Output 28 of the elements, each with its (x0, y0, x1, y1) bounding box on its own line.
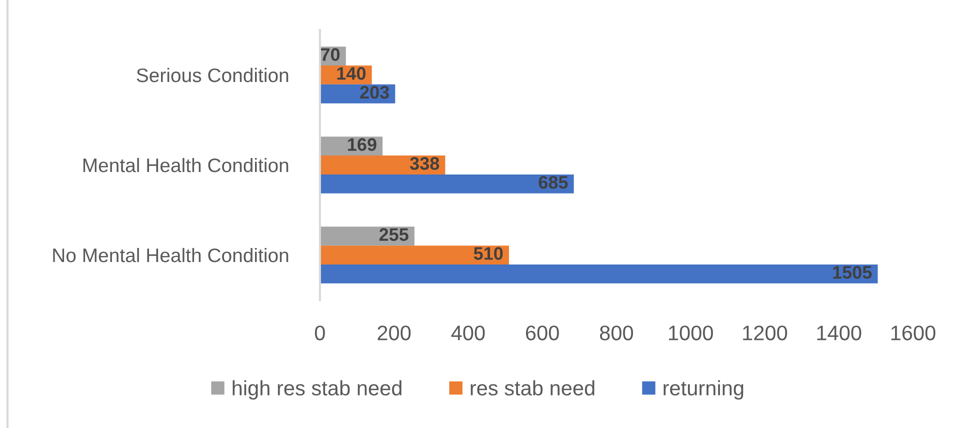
y-tick-label: Mental Health Condition (83, 158, 288, 172)
x-tick-label: 1400 (817, 326, 862, 340)
data-label: 169 (348, 138, 376, 151)
data-label: 685 (538, 176, 568, 189)
bar (320, 264, 878, 284)
bar (320, 156, 446, 174)
legend-label: returning (664, 380, 744, 400)
bar (320, 174, 574, 194)
x-tick-label: 800 (600, 326, 634, 340)
x-tick-label: 0 (314, 326, 325, 340)
legend-label: high res stab need (232, 380, 402, 400)
y-tick-label: No Mental Health Condition (53, 248, 288, 262)
bar (320, 246, 509, 264)
x-tick-label: 200 (378, 326, 411, 340)
x-tick-label: 1200 (743, 326, 788, 340)
data-label: 255 (379, 228, 408, 241)
y-tick-label: Serious Condition (136, 68, 288, 82)
data-label: 1505 (833, 266, 872, 279)
data-label: 510 (474, 247, 503, 260)
x-tick-label: 1600 (891, 326, 936, 340)
legend-label: res stab need (470, 380, 594, 396)
data-label: 338 (410, 157, 440, 170)
data-label: 70 (321, 48, 340, 61)
x-tick-label: 1000 (669, 326, 713, 340)
x-tick-label: 600 (526, 326, 559, 340)
data-label: 203 (360, 86, 389, 99)
data-label: 140 (337, 67, 366, 80)
x-tick-label: 400 (451, 326, 485, 340)
